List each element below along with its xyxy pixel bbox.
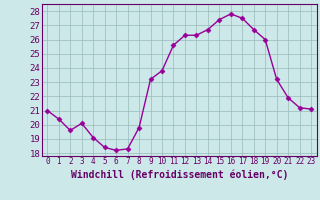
X-axis label: Windchill (Refroidissement éolien,°C): Windchill (Refroidissement éolien,°C) xyxy=(70,169,288,180)
